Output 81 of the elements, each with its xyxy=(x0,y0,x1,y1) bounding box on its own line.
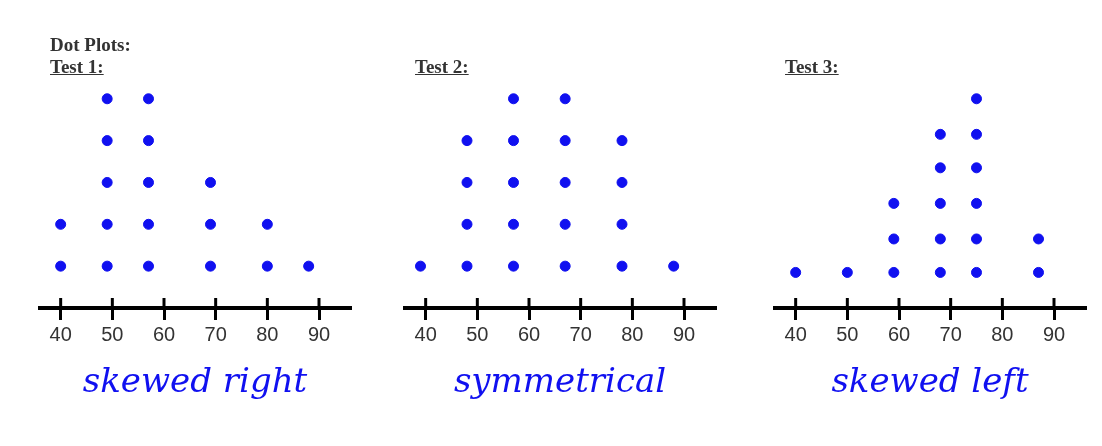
point xyxy=(143,260,154,272)
point xyxy=(205,260,216,272)
point xyxy=(934,233,946,245)
point xyxy=(261,218,273,230)
point xyxy=(461,218,473,230)
x-tick-label: 90 xyxy=(307,322,331,345)
point xyxy=(508,218,519,230)
point xyxy=(143,135,154,147)
point xyxy=(616,260,628,272)
point xyxy=(559,176,571,188)
point xyxy=(971,197,982,209)
point xyxy=(841,266,853,278)
point xyxy=(888,266,900,278)
text: skewed right xyxy=(81,360,309,400)
chart-title: Test 3: xyxy=(785,56,839,78)
x-tick-label: 90 xyxy=(672,322,696,345)
x-tick-label: 60 xyxy=(887,322,911,345)
chart-title: Dot Plots: xyxy=(50,34,131,56)
point xyxy=(559,260,571,272)
point xyxy=(971,93,982,105)
x-tick-label: 70 xyxy=(939,322,962,345)
x-tick-label: 80 xyxy=(256,322,279,345)
point xyxy=(508,135,519,147)
point xyxy=(261,260,273,272)
x-tick-label: 70 xyxy=(569,322,592,345)
point xyxy=(616,218,628,230)
x-tick-label: 60 xyxy=(152,322,176,345)
x-tick-label: 40 xyxy=(784,322,807,345)
point xyxy=(205,176,216,188)
point xyxy=(55,218,67,230)
point xyxy=(616,135,628,147)
text: symmetrical xyxy=(452,360,668,400)
point xyxy=(508,93,519,105)
point xyxy=(559,93,571,105)
chart-title: Test 2: xyxy=(415,56,469,78)
x-tick-label: 70 xyxy=(204,322,227,345)
point xyxy=(971,162,982,174)
point xyxy=(888,233,900,245)
point xyxy=(101,135,113,147)
point xyxy=(1033,266,1044,278)
x-tick-label: 90 xyxy=(1042,322,1066,345)
point xyxy=(616,176,628,188)
point xyxy=(101,218,113,230)
point xyxy=(888,197,900,209)
point xyxy=(934,197,946,209)
point xyxy=(934,128,946,140)
point xyxy=(143,218,154,230)
x-tick-label: 50 xyxy=(466,322,489,345)
point xyxy=(55,260,67,272)
point xyxy=(101,260,113,272)
point xyxy=(971,128,982,140)
point xyxy=(971,233,982,245)
point xyxy=(461,260,473,272)
point xyxy=(303,260,315,272)
point xyxy=(205,218,216,230)
point xyxy=(559,135,571,147)
point xyxy=(934,162,946,174)
x-tick-label: 60 xyxy=(517,322,541,345)
x-tick-label: 50 xyxy=(836,322,859,345)
point xyxy=(934,266,946,278)
point xyxy=(559,218,571,230)
point xyxy=(461,176,473,188)
point xyxy=(415,260,426,272)
x-tick-label: 40 xyxy=(414,322,437,345)
point xyxy=(971,266,982,278)
text: skewed left xyxy=(830,360,1030,400)
point xyxy=(1033,233,1044,245)
point xyxy=(790,266,802,278)
point xyxy=(461,135,473,147)
x-tick-label: 80 xyxy=(991,322,1014,345)
point xyxy=(508,176,519,188)
x-tick-label: 50 xyxy=(101,322,124,345)
point xyxy=(101,176,113,188)
x-tick-label: 80 xyxy=(621,322,644,345)
x-tick-label: 40 xyxy=(49,322,72,345)
point xyxy=(143,176,154,188)
point xyxy=(668,260,680,272)
point xyxy=(143,93,154,105)
chart-subtitle: Test 1: xyxy=(50,56,105,78)
point xyxy=(508,260,519,272)
point xyxy=(101,93,113,105)
